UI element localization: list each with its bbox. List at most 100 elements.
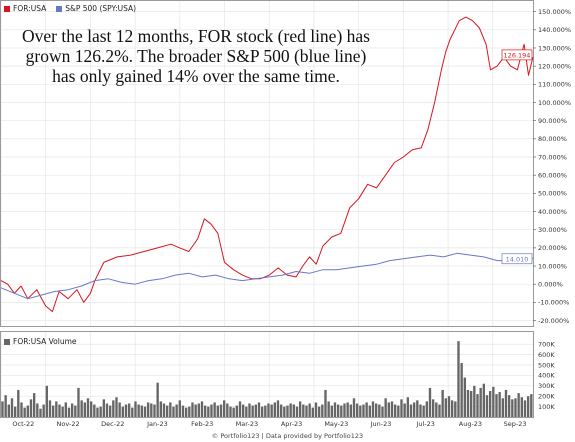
legend-item-spy[interactable]: S&P 500 (SPY:USA) bbox=[56, 4, 136, 13]
volume-bar bbox=[153, 404, 156, 417]
volume-bar bbox=[23, 407, 26, 417]
volume-bar bbox=[393, 404, 397, 417]
volume-bar bbox=[352, 398, 356, 417]
volume-bar bbox=[450, 400, 454, 417]
volume-bar bbox=[17, 389, 20, 417]
volume-bars bbox=[1, 341, 533, 417]
volume-bar bbox=[495, 394, 498, 417]
volume-bar bbox=[308, 403, 311, 417]
price-tick-label: 140.000% bbox=[538, 26, 571, 34]
volume-bar bbox=[4, 395, 7, 417]
volume-bar bbox=[286, 405, 289, 417]
volume-bar bbox=[156, 382, 159, 417]
volume-tick-label: 700K bbox=[538, 341, 555, 349]
price-tick-label: 100.000% bbox=[538, 99, 571, 107]
x-tick-label: Mar-23 bbox=[236, 420, 258, 428]
price-tick-label: 60.000% bbox=[538, 171, 567, 179]
volume-bar bbox=[108, 405, 112, 417]
volume-tick-label: 400K bbox=[538, 372, 555, 380]
volume-bar bbox=[222, 400, 226, 417]
price-panel-frame bbox=[0, 0, 534, 327]
volume-tick-label: 600K bbox=[538, 351, 555, 359]
volume-bar bbox=[200, 401, 204, 417]
volume-bar bbox=[365, 402, 368, 417]
volume-bar bbox=[355, 403, 359, 417]
volume-bar bbox=[298, 401, 302, 417]
volume-bar bbox=[32, 393, 36, 417]
volume-bar bbox=[384, 398, 387, 417]
volume-tick-label: 100K bbox=[538, 403, 555, 411]
volume-bar bbox=[476, 394, 479, 417]
volume-bar bbox=[13, 406, 17, 417]
legend-swatch-for bbox=[4, 5, 10, 12]
volume-bar bbox=[127, 403, 131, 417]
volume-bar bbox=[463, 377, 466, 417]
volume-bar bbox=[26, 405, 29, 417]
volume-bar bbox=[112, 400, 115, 417]
volume-bar bbox=[241, 404, 245, 417]
volume-bar bbox=[165, 405, 169, 417]
x-tick-label: Jul-23 bbox=[415, 420, 434, 428]
volume-bar bbox=[74, 405, 77, 417]
volume-bar bbox=[172, 406, 175, 417]
volume-bar bbox=[267, 403, 270, 417]
volume-bar bbox=[428, 387, 432, 417]
volume-bar bbox=[321, 404, 324, 417]
volume-bar bbox=[397, 405, 400, 417]
volume-bar bbox=[317, 406, 321, 417]
volume-bar bbox=[83, 402, 86, 417]
price-tick-label: 90.000% bbox=[538, 117, 567, 125]
price-tick-label: 10.000% bbox=[538, 262, 567, 270]
volume-bar bbox=[492, 386, 495, 417]
volume-bar bbox=[412, 402, 416, 417]
volume-bar bbox=[479, 387, 482, 417]
price-tick-label: 150.000% bbox=[538, 8, 571, 16]
x-axis: Oct-22 Nov-22 Dec-22 Jan-23 Feb-23 Mar-23 Apr-… bbox=[12, 420, 526, 428]
x-tick-label: Apr-23 bbox=[281, 420, 302, 428]
volume-bar bbox=[387, 402, 390, 417]
volume-bar bbox=[124, 404, 128, 417]
volume-bar bbox=[99, 406, 102, 417]
price-tick-label: 40.000% bbox=[538, 208, 567, 216]
last-value-labels: 126.194 14.010 bbox=[501, 49, 533, 265]
volume-bar bbox=[270, 404, 273, 417]
series-lines bbox=[0, 16, 534, 312]
volume-bar bbox=[39, 408, 42, 417]
volume-bar bbox=[511, 399, 514, 417]
volume-bar bbox=[359, 405, 362, 417]
volume-bar bbox=[435, 402, 438, 417]
volume-bar bbox=[207, 406, 210, 417]
volume-bar bbox=[517, 393, 520, 417]
volume-bar bbox=[343, 403, 346, 417]
volume-legend: FOR:USA Volume bbox=[4, 337, 77, 346]
volume-bar bbox=[273, 402, 276, 417]
price-tick-label: 30.000% bbox=[538, 226, 567, 234]
volume-bar bbox=[175, 404, 178, 417]
volume-bar bbox=[349, 404, 352, 417]
volume-bar bbox=[58, 404, 61, 417]
volume-bar bbox=[159, 401, 162, 417]
volume-bar bbox=[48, 400, 52, 417]
volume-bar bbox=[42, 404, 45, 417]
volume-bar bbox=[431, 399, 435, 417]
volume-bar bbox=[61, 406, 64, 417]
volume-bar bbox=[447, 396, 451, 417]
price-tick-label: 20.000% bbox=[538, 244, 567, 252]
x-tick-label: Dec-22 bbox=[101, 420, 124, 428]
volume-bar bbox=[80, 400, 83, 417]
volume-bar bbox=[381, 406, 384, 417]
volume-bar bbox=[400, 399, 403, 417]
volume-bar bbox=[235, 405, 238, 417]
price-tick-label: 50.000% bbox=[538, 190, 567, 198]
price-tick-label: 110.000% bbox=[538, 81, 571, 89]
legend-item-for[interactable]: FOR:USA bbox=[4, 4, 46, 13]
volume-bar bbox=[194, 404, 197, 417]
volume-bar bbox=[289, 403, 292, 417]
volume-bar bbox=[216, 405, 219, 417]
volume-bar bbox=[276, 400, 280, 417]
volume-bar bbox=[203, 405, 207, 417]
volume-bar bbox=[260, 406, 264, 417]
volume-bar bbox=[245, 406, 248, 417]
volume-bar bbox=[362, 404, 365, 417]
